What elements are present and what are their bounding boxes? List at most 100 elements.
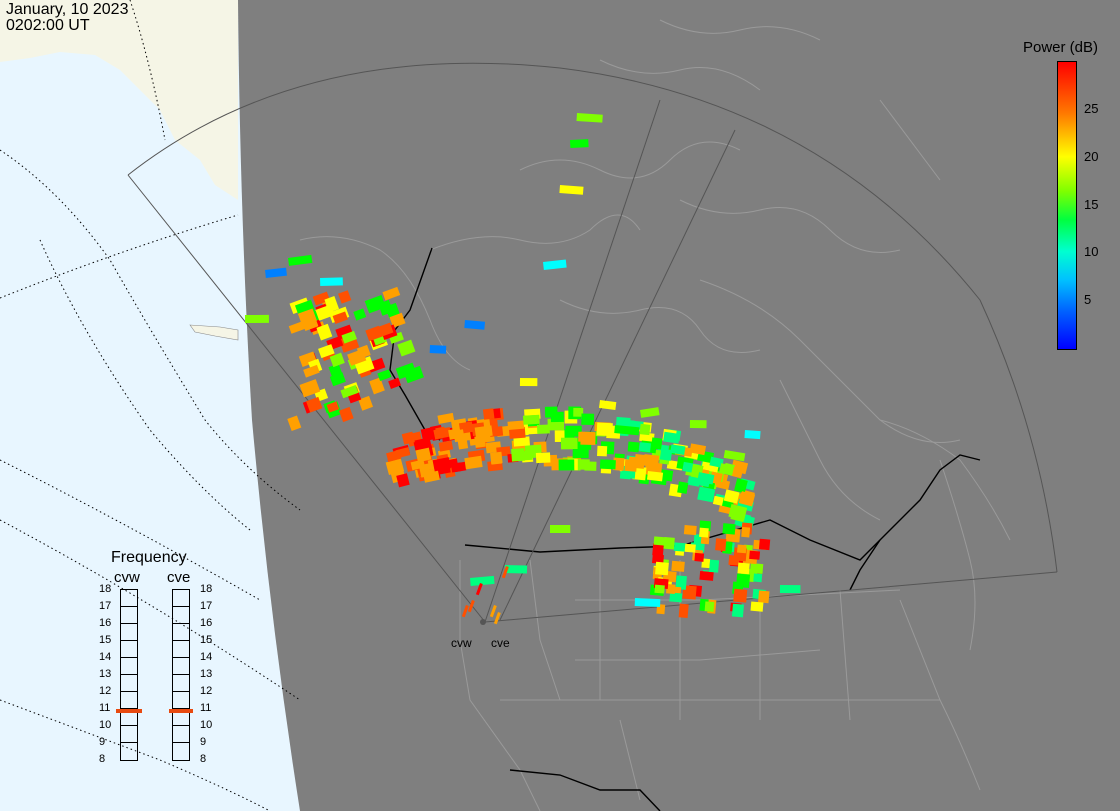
scatter-cell: [733, 588, 748, 603]
scatter-cell: [715, 538, 727, 552]
scatter-cell: [558, 459, 575, 471]
frequency-scale-label: 14: [99, 651, 112, 663]
scatter-cell: [652, 543, 664, 557]
scatter-cell: [501, 566, 509, 579]
scatter-cell: [737, 562, 750, 575]
frequency-scale-label: 18: [200, 583, 213, 595]
frequency-cell: [121, 607, 137, 624]
scatter-cell: [415, 447, 432, 463]
scatter-cell: [704, 601, 715, 612]
scatter-cell: [490, 451, 503, 465]
scatter-cell: [347, 349, 367, 366]
frequency-scale-label: 12: [200, 685, 213, 697]
frequency-cell: [173, 658, 189, 675]
scatter-cell: [734, 478, 748, 494]
frequency-radar-label-cve: cve: [167, 569, 191, 586]
scatter-cell: [328, 363, 343, 377]
scatter-cell: [753, 573, 763, 583]
frequency-cell: [121, 641, 137, 658]
frequency-scale-label: 16: [200, 617, 213, 629]
scatter-cell: [749, 550, 761, 560]
scatter-cell: [653, 536, 668, 546]
scatter-cell: [389, 312, 406, 328]
scatter-cell: [565, 425, 582, 437]
scatter-cell: [758, 538, 771, 551]
frequency-scale-label: 10: [99, 719, 112, 731]
frequency-cell: [121, 675, 137, 692]
scatter-cell: [395, 362, 417, 380]
frequency-cell: [173, 590, 189, 607]
radar-scatter-layer: [244, 113, 801, 625]
scatter-cell: [288, 254, 313, 266]
scatter-cell: [639, 423, 651, 436]
scatter-cell: [689, 420, 707, 429]
aleutian-islands: [189, 324, 239, 341]
scatter-cell: [396, 473, 410, 488]
colorbar-tick-label: 25: [1084, 100, 1099, 116]
frequency-scale-label: 17: [99, 600, 112, 612]
scatter-cell: [453, 429, 465, 443]
scatter-cell: [550, 524, 571, 533]
scatter-cell: [437, 412, 455, 424]
scatter-cell: [386, 449, 402, 463]
scatter-cell: [474, 425, 493, 438]
scatter-cell: [697, 472, 715, 485]
radar-fov: [127, 62, 1058, 623]
frequency-column-cvw: [120, 589, 138, 761]
scatter-cell: [388, 377, 402, 389]
scatter-cell: [652, 554, 664, 564]
colorbar-tick-label: 20: [1084, 148, 1099, 164]
frequency-cell: [121, 624, 137, 641]
scatter-cell: [741, 526, 751, 538]
scatter-cell: [728, 503, 748, 521]
alaska-land: [0, 0, 238, 200]
scatter-cell: [677, 481, 689, 494]
scatter-cell: [638, 442, 652, 453]
scatter-cell: [663, 537, 675, 550]
scatter-cell: [513, 436, 530, 447]
scatter-cell: [420, 427, 436, 442]
scatter-cell: [579, 459, 590, 470]
scatter-cell: [340, 384, 359, 399]
scatter-cell: [318, 344, 335, 359]
frequency-cell: [121, 743, 137, 759]
frequency-cell: [173, 709, 189, 726]
frequency-scale-label: 12: [99, 685, 112, 697]
scatter-cell: [722, 523, 736, 535]
frequency-column-cve: [172, 589, 190, 761]
scatter-cell: [382, 286, 401, 301]
scatter-cell: [684, 543, 696, 553]
scatter-cell: [709, 559, 720, 573]
scatter-cell: [576, 113, 603, 123]
scatter-cell: [599, 459, 616, 470]
scatter-cell: [683, 524, 697, 536]
scatter-cell: [646, 470, 664, 482]
scatter-cell: [779, 585, 801, 594]
frequency-scale-label: 11: [99, 702, 111, 714]
scatter-cell: [659, 448, 673, 461]
scatter-cell: [628, 456, 645, 469]
scatter-cell: [570, 139, 589, 148]
colorbar-tick-label: 10: [1084, 244, 1099, 260]
map-radar-label-cve: cve: [491, 636, 510, 650]
frequency-scale-label: 8: [200, 753, 207, 765]
scatter-cell: [536, 424, 550, 434]
scatter-cell: [244, 314, 269, 323]
scatter-cell: [687, 476, 701, 487]
frequency-scale-label: 9: [200, 736, 207, 748]
scatter-cell: [580, 431, 596, 445]
frequency-cell: [173, 726, 189, 743]
scatter-cell: [358, 395, 374, 411]
frequency-scale-label: 10: [200, 719, 213, 731]
scatter-cell: [375, 322, 394, 338]
scatter-cell: [312, 291, 331, 306]
scatter-cell: [438, 440, 454, 452]
scatter-cell: [369, 377, 385, 395]
scatter-cell: [573, 407, 584, 417]
scatter-cell: [701, 558, 711, 569]
scatter-cell: [543, 259, 567, 270]
scatter-cell: [435, 426, 447, 438]
frequency-title: Frequency: [111, 549, 187, 566]
scatter-cell: [316, 323, 333, 341]
night-terminator-region: [238, 0, 1120, 811]
